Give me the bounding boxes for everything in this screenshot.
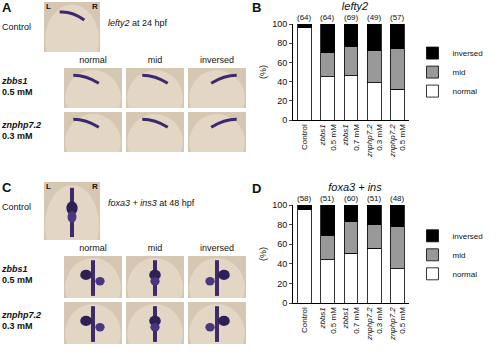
svg-text:40: 40: [277, 259, 287, 269]
svg-text:80: 80: [277, 220, 287, 230]
svg-text:zbbs10.7 mM: zbbs10.7 mM: [341, 307, 360, 334]
html-text:0.5 mM: 0.5 mM: [2, 275, 33, 285]
html-text:zbbs1: zbbs1: [2, 76, 28, 86]
html-text:znphp7.2: znphp7.2: [2, 120, 41, 130]
svg-text:(%): (%): [258, 65, 268, 79]
svg-text:(51): (51): [320, 194, 335, 203]
svg-text:(48): (48): [390, 194, 405, 203]
svg-text:lefty2: lefty2: [342, 0, 368, 12]
svg-text:mid: mid: [452, 251, 465, 260]
html-text:D: D: [252, 181, 262, 196]
svg-text:(64): (64): [297, 13, 312, 22]
svg-text:20: 20: [277, 279, 287, 289]
html-text:0.3 mM: 0.3 mM: [2, 131, 33, 141]
svg-text:(58): (58): [297, 194, 312, 203]
html-text:inversed: inversed: [200, 243, 234, 253]
svg-text:60: 60: [277, 58, 287, 68]
svg-text:Control: Control: [300, 307, 309, 333]
svg-text:80: 80: [277, 38, 287, 48]
html-text:znphp7.2: znphp7.2: [2, 310, 41, 320]
svg-text:100: 100: [272, 19, 287, 29]
svg-text:foxa3 + ins: foxa3 + ins: [328, 181, 382, 193]
svg-text:zbbs10.5 mM: zbbs10.5 mM: [318, 307, 337, 334]
html-text:C: C: [2, 180, 12, 195]
html-text:B: B: [252, 0, 262, 15]
svg-text:znphp7.20.5 mM: znphp7.20.5 mM: [388, 307, 407, 341]
svg-text:znphp7.20.5 mM: znphp7.20.5 mM: [388, 124, 407, 158]
html-text:Control: Control: [2, 22, 31, 32]
html-text:lefty2 at 24 hpf: lefty2 at 24 hpf: [108, 18, 167, 28]
svg-text:60: 60: [277, 239, 287, 249]
svg-text:znphp7.20.3 mM: znphp7.20.3 mM: [365, 307, 384, 341]
html-text:0.3 mM: 0.3 mM: [2, 321, 33, 331]
html-text:mid: mid: [147, 243, 163, 253]
svg-text:(49): (49): [367, 13, 382, 22]
svg-text:0: 0: [282, 115, 287, 125]
svg-text:(%): (%): [258, 247, 268, 261]
svg-text:zbbs10.7 mM: zbbs10.7 mM: [341, 124, 360, 151]
html-text:L: L: [46, 2, 51, 11]
html-text:zbbs1: zbbs1: [2, 264, 28, 274]
svg-text:normal: normal: [452, 87, 477, 96]
svg-text:(69): (69): [344, 13, 359, 22]
svg-text:(60): (60): [344, 194, 359, 203]
svg-text:(64): (64): [320, 13, 335, 22]
html-text:A: A: [2, 0, 12, 15]
html-text:L: L: [46, 182, 51, 191]
svg-text:40: 40: [277, 77, 287, 87]
svg-text:(51): (51): [367, 194, 382, 203]
svg-text:mid: mid: [452, 68, 465, 77]
html-text:0.5 mM: 0.5 mM: [2, 87, 33, 97]
svg-text:zbbs10.5 mM: zbbs10.5 mM: [318, 124, 337, 151]
svg-text:inversed: inversed: [452, 49, 482, 58]
html-text:mid: mid: [147, 55, 163, 65]
svg-text:100: 100: [272, 200, 287, 210]
svg-text:20: 20: [277, 96, 287, 106]
html-text:R: R: [92, 182, 98, 191]
svg-text:Control: Control: [300, 124, 309, 150]
svg-text:inversed: inversed: [452, 232, 482, 241]
html-text:R: R: [92, 2, 98, 11]
html-text:foxa3 + ins3 at 48 hpf: foxa3 + ins3 at 48 hpf: [108, 198, 195, 208]
svg-text:normal: normal: [452, 270, 477, 279]
svg-text:0: 0: [282, 298, 287, 308]
html-text:Control: Control: [2, 202, 31, 212]
svg-text:(57): (57): [390, 13, 405, 22]
html-text:inversed: inversed: [200, 55, 234, 65]
html-text:normal: normal: [79, 243, 107, 253]
html-text:normal: normal: [79, 55, 107, 65]
svg-text:znphp7.20.3 mM: znphp7.20.3 mM: [365, 124, 384, 158]
